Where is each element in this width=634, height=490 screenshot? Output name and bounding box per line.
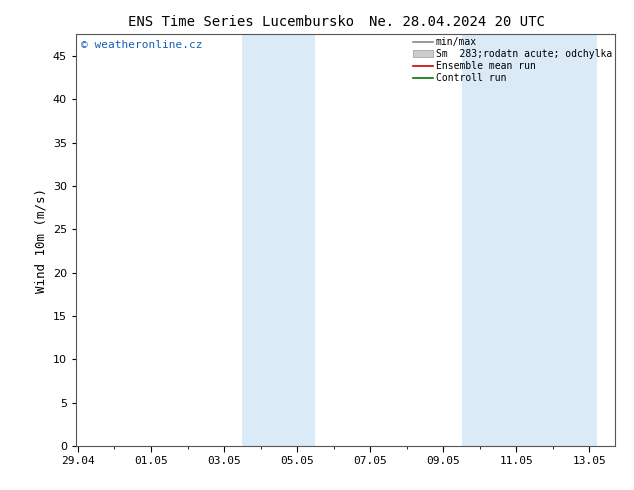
- Bar: [242, 34, 315, 446]
- Y-axis label: Wind 10m (m/s): Wind 10m (m/s): [34, 188, 48, 293]
- Legend: min/max, Sm  283;rodatn acute; odchylka, Ensemble mean run, Controll run: min/max, Sm 283;rodatn acute; odchylka, …: [413, 37, 612, 83]
- Text: Ne. 28.04.2024 20 UTC: Ne. 28.04.2024 20 UTC: [368, 15, 545, 29]
- Text: ENS Time Series Lucembursko: ENS Time Series Lucembursko: [128, 15, 354, 29]
- Bar: [462, 34, 597, 446]
- Text: © weatheronline.cz: © weatheronline.cz: [81, 41, 203, 50]
